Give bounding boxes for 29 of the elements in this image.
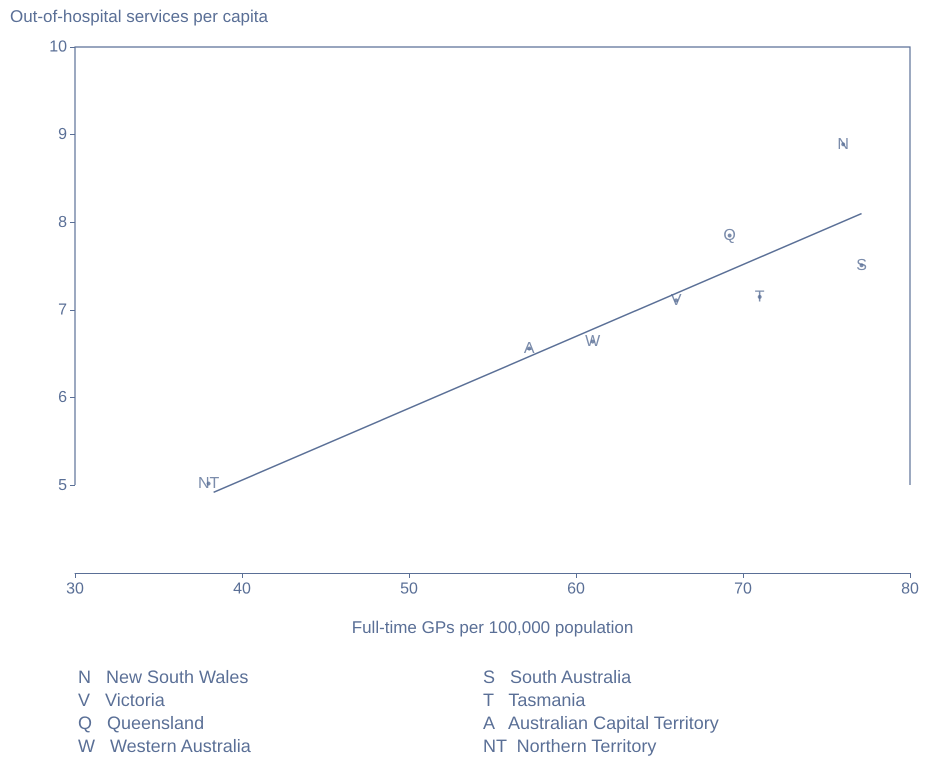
text: A Australian Capital Territory (483, 713, 719, 733)
data-label: N (837, 136, 849, 153)
x-tick-label: 40 (233, 580, 251, 598)
x-tick-label: 70 (734, 580, 752, 598)
x-axis-title: Full-time GPs per 100,000 population (352, 618, 634, 637)
text: T Tasmania (483, 690, 586, 710)
data-label: A (524, 340, 535, 358)
y-tick-label: 5 (58, 476, 68, 494)
text: S South Australia (483, 667, 632, 687)
y-tick-label: 6 (58, 389, 68, 406)
y-tick-label: 9 (58, 126, 68, 144)
x-tick-label: 30 (66, 580, 84, 598)
text: W Western Australia (78, 736, 252, 756)
data-label: S (856, 256, 867, 274)
y-tick-label: 10 (49, 38, 68, 56)
y-tick-label: 7 (58, 302, 68, 318)
data-label: NT (198, 475, 220, 492)
x-tick-label: 60 (567, 580, 585, 598)
x-tick-label: 80 (901, 580, 919, 598)
x-tick-label: 50 (400, 580, 418, 598)
y-axis-title: Out-of-hospital services per capita (10, 7, 268, 26)
text: V Victoria (78, 690, 166, 710)
y-tick-label: 8 (58, 214, 68, 231)
text: NT Northern Territory (483, 736, 656, 756)
data-label: T (754, 288, 765, 306)
text: N New South Wales (78, 667, 248, 687)
data-label: W (585, 333, 602, 350)
text: Q Queensland (78, 713, 204, 733)
data-label: Q (723, 226, 736, 244)
